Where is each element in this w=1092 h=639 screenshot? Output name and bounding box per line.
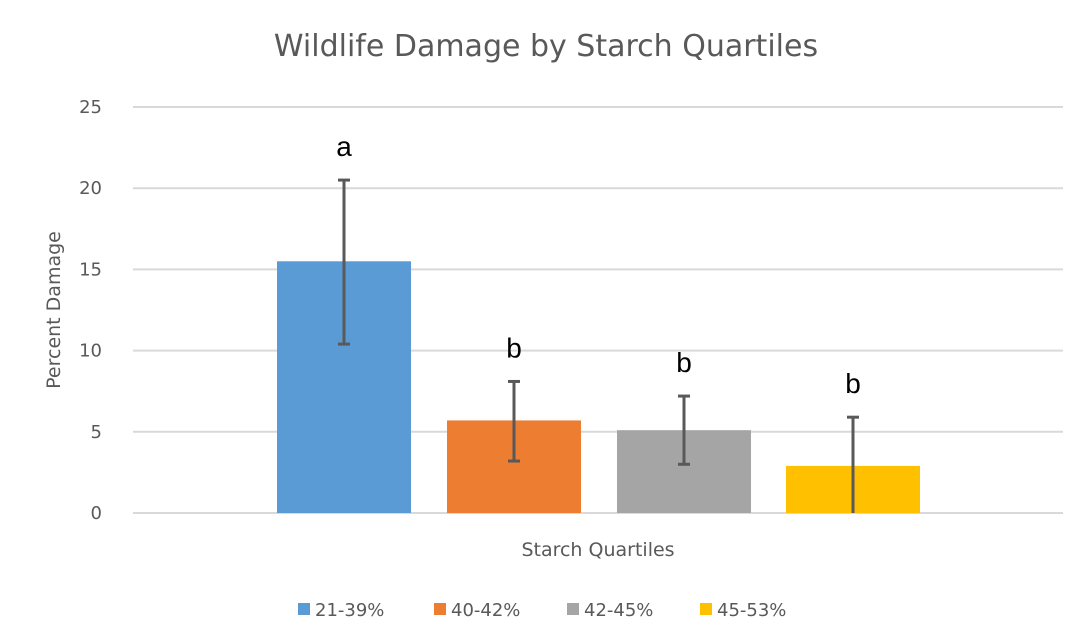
legend-swatch [700,603,712,615]
y-tick-label: 15 [79,259,102,280]
y-axis-label: Percent Damage [43,231,65,389]
chart-title: Wildlife Damage by Starch Quartiles [274,29,818,64]
legend-label: 40-42% [451,600,520,621]
legend: 21-39% 40-42% 42-45% 45-53% [298,600,786,621]
y-tick-label: 10 [79,341,102,362]
significance-label: a [336,131,352,162]
x-axis-label: Starch Quartiles [521,539,674,561]
y-tick-label: 20 [79,178,102,199]
gridlines [133,106,1063,514]
legend-label: 45-53% [717,600,786,621]
legend-swatch [434,603,446,615]
significance-label: b [845,368,861,399]
legend-label: 42-45% [584,600,653,621]
y-tick-label: 0 [91,503,102,524]
significance-label: b [676,347,692,378]
legend-swatch [298,603,310,615]
significance-label: b [506,332,522,363]
y-tick-label: 5 [91,422,102,443]
legend-swatch [567,603,579,615]
bars: a b b b [277,131,920,513]
y-tick-label: 25 [79,97,102,118]
legend-label: 21-39% [315,600,384,621]
y-axis-ticks: 0 5 10 15 20 25 [79,97,102,524]
